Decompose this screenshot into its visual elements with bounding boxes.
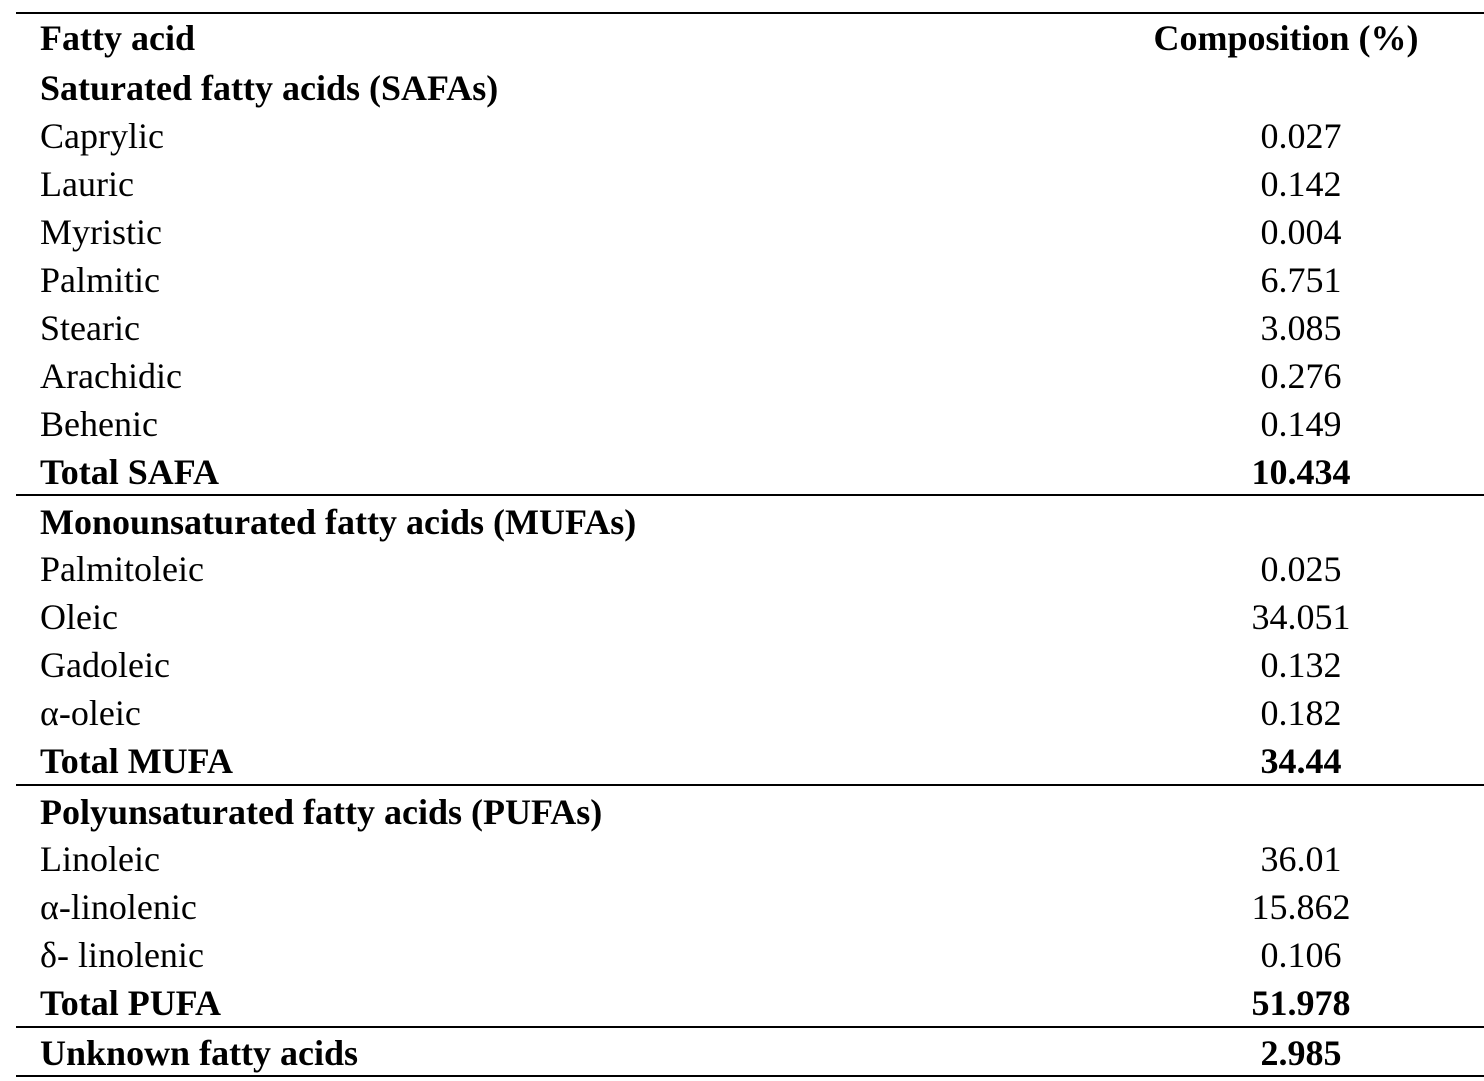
table-row: Caprylic 0.027 [16, 112, 1484, 160]
row-value: 0.149 [1260, 404, 1342, 444]
total-value: 10.434 [1251, 452, 1351, 492]
table-row: Oleic 34.051 [16, 593, 1484, 641]
table-row: α-linolenic 15.862 [16, 883, 1484, 931]
row-value: 34.051 [1251, 597, 1351, 637]
table-row: α-oleic 0.182 [16, 689, 1484, 737]
table-row: Gadoleic 0.132 [16, 641, 1484, 689]
row-value: 0.027 [1260, 116, 1342, 156]
table-row: Lauric 0.142 [16, 160, 1484, 208]
total-value: 34.44 [1260, 741, 1342, 781]
total-label: Total MUFA [40, 741, 233, 781]
total-label: Total SAFA [40, 452, 220, 492]
total-label: Total PUFA [40, 983, 222, 1023]
row-name: Lauric [40, 164, 134, 204]
table-row: Palmitoleic 0.025 [16, 545, 1484, 593]
group-title-safa: Saturated fatty acids (SAFAs) [16, 64, 1484, 112]
table-row: Stearic 3.085 [16, 304, 1484, 352]
header-composition: Composition (%) [1153, 18, 1419, 58]
row-value: 0.025 [1260, 549, 1342, 589]
row-value: 0.182 [1260, 693, 1342, 733]
row-name: Arachidic [40, 356, 182, 396]
row-value: 6.751 [1260, 260, 1342, 300]
row-name: δ- linolenic [40, 935, 204, 975]
total-value: 51.978 [1251, 983, 1351, 1023]
total-row-safa: Total SAFA 10.434 [16, 448, 1484, 496]
unknown-row: Unknown fatty acids 2.985 [16, 1029, 1484, 1077]
group-title: Saturated fatty acids (SAFAs) [40, 68, 499, 108]
group-divider-rule [16, 494, 1484, 496]
row-value: 0.132 [1260, 645, 1342, 685]
row-name: Oleic [40, 597, 118, 637]
group-divider-rule [16, 1026, 1484, 1028]
row-name: Palmitic [40, 260, 160, 300]
row-name: Palmitoleic [40, 549, 204, 589]
row-value: 36.01 [1260, 839, 1342, 879]
unknown-value: 2.985 [1260, 1033, 1342, 1073]
group-divider-rule [16, 784, 1484, 786]
row-name: Caprylic [40, 116, 164, 156]
group-title-pufa: Polyunsaturated fatty acids (PUFAs) [16, 788, 1484, 836]
row-value: 0.106 [1260, 935, 1342, 975]
row-value: 15.862 [1251, 887, 1351, 927]
table-header-row: Fatty acid Composition (%) [16, 14, 1484, 62]
group-title-mufa: Monounsaturated fatty acids (MUFAs) [16, 498, 1484, 546]
row-value: 0.142 [1260, 164, 1342, 204]
table-row: Palmitic 6.751 [16, 256, 1484, 304]
table-top-rule [16, 12, 1484, 14]
group-title: Monounsaturated fatty acids (MUFAs) [40, 502, 637, 542]
table-row: Linoleic 36.01 [16, 835, 1484, 883]
table-row: Arachidic 0.276 [16, 352, 1484, 400]
header-fatty-acid: Fatty acid [40, 18, 195, 58]
table-row: Behenic 0.149 [16, 400, 1484, 448]
row-value: 3.085 [1260, 308, 1342, 348]
group-title: Polyunsaturated fatty acids (PUFAs) [40, 792, 603, 832]
row-name: α-linolenic [40, 887, 197, 927]
table-row: Myristic 0.004 [16, 208, 1484, 256]
row-name: Gadoleic [40, 645, 170, 685]
table-row: δ- linolenic 0.106 [16, 931, 1484, 979]
total-row-pufa: Total PUFA 51.978 [16, 979, 1484, 1027]
unknown-label: Unknown fatty acids [40, 1033, 359, 1073]
row-name: Stearic [40, 308, 140, 348]
total-row-mufa: Total MUFA 34.44 [16, 737, 1484, 785]
row-name: Myristic [40, 212, 162, 252]
row-name: Behenic [40, 404, 158, 444]
row-name: Linoleic [40, 839, 160, 879]
row-name: α-oleic [40, 693, 141, 733]
row-value: 0.004 [1260, 212, 1342, 252]
table-bottom-rule [16, 1075, 1484, 1077]
row-value: 0.276 [1260, 356, 1342, 396]
